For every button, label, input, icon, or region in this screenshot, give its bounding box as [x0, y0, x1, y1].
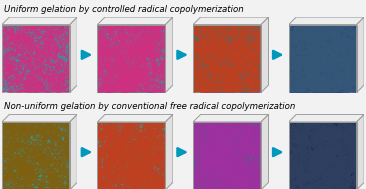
Polygon shape: [97, 114, 173, 122]
Polygon shape: [289, 17, 364, 25]
Polygon shape: [165, 114, 173, 189]
Polygon shape: [261, 17, 269, 93]
Polygon shape: [261, 114, 269, 189]
Text: Non-uniform gelation by conventional free radical copolymerization: Non-uniform gelation by conventional fre…: [4, 102, 295, 111]
Polygon shape: [2, 17, 77, 25]
Polygon shape: [70, 114, 77, 189]
Polygon shape: [97, 17, 173, 25]
Polygon shape: [165, 17, 173, 93]
Text: Uniform gelation by controlled radical copolymerization: Uniform gelation by controlled radical c…: [4, 5, 243, 14]
Polygon shape: [356, 17, 364, 93]
Polygon shape: [70, 17, 77, 93]
Polygon shape: [289, 114, 364, 122]
Polygon shape: [193, 17, 269, 25]
Polygon shape: [2, 114, 77, 122]
Polygon shape: [193, 114, 269, 122]
Polygon shape: [356, 114, 364, 189]
